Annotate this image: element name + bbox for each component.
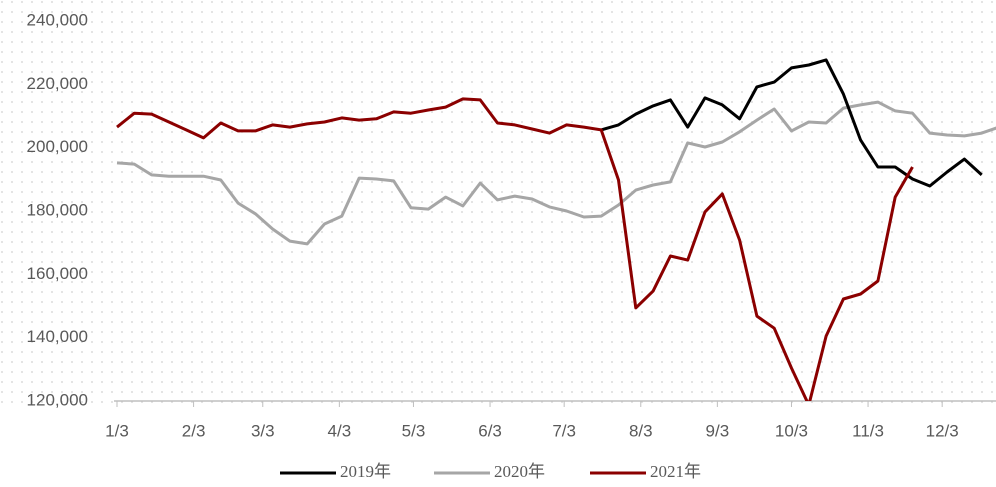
plot-background bbox=[0, 0, 996, 410]
x-tick-label: 10/3 bbox=[775, 421, 808, 440]
series-line bbox=[600, 58, 983, 188]
legend-label: 2019年 bbox=[340, 462, 391, 481]
x-tick-label: 2/3 bbox=[182, 421, 206, 440]
x-tick-label: 3/3 bbox=[251, 421, 275, 440]
x-tick-label: 8/3 bbox=[629, 421, 653, 440]
y-tick-label: 220,000 bbox=[27, 74, 88, 93]
x-tick-label: 12/3 bbox=[926, 421, 959, 440]
series-line bbox=[116, 97, 914, 401]
y-tick-label: 120,000 bbox=[27, 390, 88, 409]
x-tick-label: 5/3 bbox=[402, 421, 426, 440]
y-tick-label: 160,000 bbox=[27, 264, 88, 283]
y-tick-label: 180,000 bbox=[27, 200, 88, 219]
legend-label: 2021年 bbox=[650, 462, 701, 481]
legend-label: 2020年 bbox=[494, 462, 545, 481]
x-tick-label: 6/3 bbox=[478, 421, 502, 440]
x-tick-label: 1/3 bbox=[105, 421, 129, 440]
x-tick-label: 11/3 bbox=[852, 421, 884, 440]
x-tick-label: 7/3 bbox=[552, 421, 576, 440]
series-line bbox=[116, 100, 996, 246]
y-tick-label: 140,000 bbox=[27, 327, 88, 346]
y-tick-label: 200,000 bbox=[27, 137, 88, 156]
x-tick-label: 9/3 bbox=[706, 421, 730, 440]
x-tick-label: 4/3 bbox=[328, 421, 352, 440]
y-tick-label: 240,000 bbox=[27, 10, 88, 29]
